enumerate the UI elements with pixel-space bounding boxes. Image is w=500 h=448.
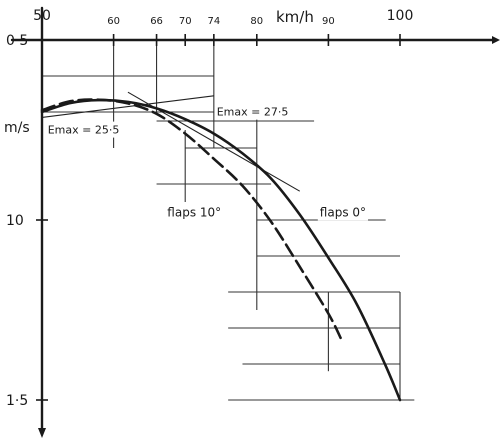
annotation-emax_10: Emax = 25·5: [48, 124, 120, 137]
annotation-backdrop: [214, 103, 291, 120]
x-tick-label: 74: [207, 16, 220, 27]
tangent-line: [41, 95, 214, 118]
y-tick-label: 1·5: [6, 393, 28, 409]
x-tick-label: 90: [322, 16, 335, 27]
tick-layer: 50 60 66 70 74 80 90 100 0·5 10 1·5: [6, 8, 413, 409]
x-axis-arrow-icon: [492, 36, 500, 44]
annotation-backdrop: [45, 121, 122, 138]
curve-solid: [40, 98, 402, 402]
x-tick-label: 66: [150, 16, 163, 27]
annotation-layer: Emax = 25·5 Emax = 27·5 flaps 10° flaps 0°: [45, 103, 369, 221]
y-tick-label: 0·5: [6, 33, 28, 49]
x-tick-label: 100: [387, 8, 414, 24]
axis-layer: [10, 6, 500, 438]
x-tick-label: 70: [179, 16, 192, 27]
series-layer: [40, 98, 402, 402]
y-axis-arrow-icon: [38, 428, 46, 438]
x-unit-label: km/h: [276, 8, 314, 26]
annotation-backdrop: [317, 204, 369, 221]
x-tick-label: 50: [33, 8, 51, 24]
y-tick-label: 10: [6, 213, 24, 229]
x-tick-label: 60: [107, 16, 120, 27]
annotation-emax_0: Emax = 27·5: [217, 106, 289, 119]
curve-dashed: [40, 98, 344, 344]
y-unit-label: m/s: [4, 120, 30, 136]
annotation-flaps_10: flaps 10°: [167, 205, 221, 219]
annotation-backdrop: [165, 204, 224, 221]
x-tick-label: 80: [250, 16, 263, 27]
annotation-flaps_0: flaps 0°: [320, 205, 366, 219]
label-layer: km/h m/s: [4, 8, 314, 136]
